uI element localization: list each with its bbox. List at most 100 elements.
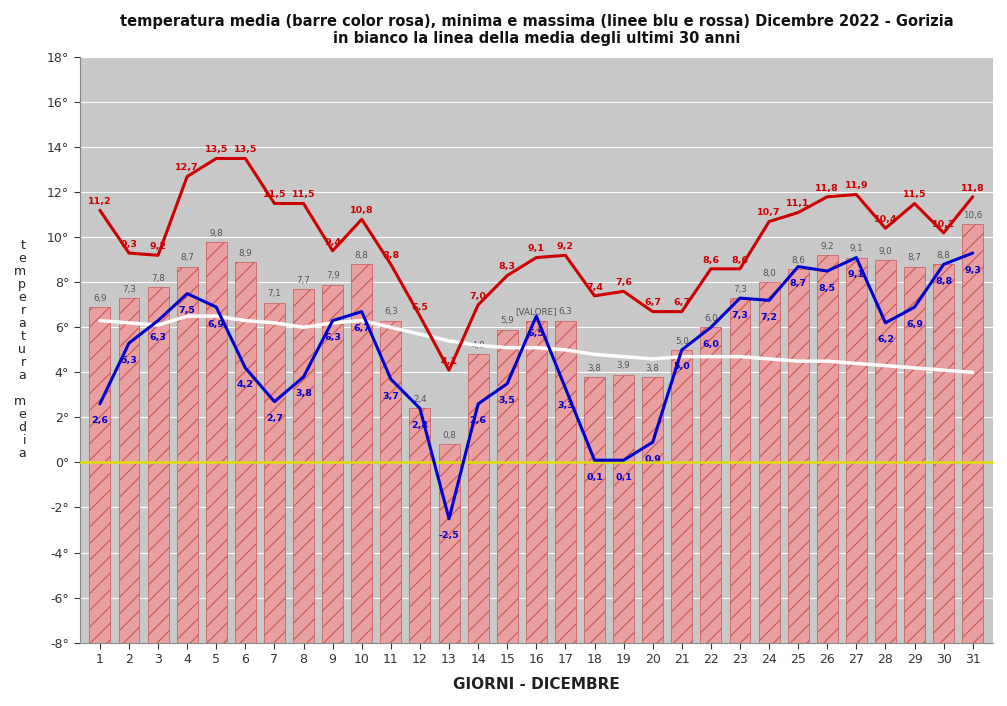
Bar [729,298,750,642]
Text: 6,9: 6,9 [906,320,923,328]
Text: 9,4: 9,4 [324,238,341,246]
Text: 9,2: 9,2 [557,242,574,251]
Text: 3,3: 3,3 [557,401,574,409]
Text: 7,1: 7,1 [268,289,281,299]
Text: 0,1: 0,1 [586,473,603,481]
Bar [410,409,430,642]
Text: 6,5: 6,5 [528,328,545,337]
Text: 2,4: 2,4 [412,421,428,430]
Text: 7,0: 7,0 [469,292,486,301]
Bar [672,350,692,642]
Text: 5,9: 5,9 [500,316,515,325]
Text: 4,1: 4,1 [440,357,457,366]
Text: 8,6: 8,6 [702,256,719,265]
Bar [90,307,111,642]
Text: 9,0: 9,0 [878,246,892,256]
Y-axis label: t
e
m
p
e
r
a
t
u
r
a
 
m
e
d
i
a: t e m p e r a t u r a m e d i a [14,239,26,460]
Text: 8,8: 8,8 [937,251,951,260]
Text: 6,9: 6,9 [207,320,225,328]
Bar [613,375,634,642]
Bar [467,354,488,642]
Text: 7,3: 7,3 [122,285,136,294]
Text: 3,5: 3,5 [498,396,516,405]
Text: 8,8: 8,8 [383,251,400,260]
Bar [555,321,576,642]
Text: 6,3: 6,3 [150,333,166,342]
Text: 7,5: 7,5 [178,306,195,315]
Text: 2,7: 2,7 [266,414,283,423]
Bar [205,242,227,642]
Text: 11,8: 11,8 [816,184,839,193]
Bar [351,264,373,642]
Text: 8,0: 8,0 [762,269,776,278]
Text: 9,1: 9,1 [850,244,863,253]
Text: 8,7: 8,7 [907,253,921,263]
Text: 0,1: 0,1 [615,473,632,481]
Bar [439,445,459,642]
Text: 0,9: 0,9 [644,455,662,464]
Bar [963,224,983,642]
Text: 2,6: 2,6 [469,417,486,426]
Bar [293,289,314,642]
Bar [904,267,925,642]
Bar [235,262,256,642]
Text: 7,4: 7,4 [586,282,603,292]
Text: 5,0: 5,0 [674,362,690,371]
Text: 8,9: 8,9 [239,249,252,258]
Text: 8,8: 8,8 [354,251,369,260]
Text: 11,5: 11,5 [263,191,286,199]
Text: 12,7: 12,7 [175,163,199,172]
Bar [526,321,547,642]
Text: 8,3: 8,3 [498,263,516,271]
Text: 9,3: 9,3 [121,240,137,249]
Text: 3,9: 3,9 [616,361,630,371]
Text: 8,6: 8,6 [731,256,748,265]
Text: 2,6: 2,6 [92,417,109,426]
Bar [496,330,518,642]
Text: 6,7: 6,7 [353,324,371,333]
Text: 10,2: 10,2 [931,220,956,229]
Text: 6,3: 6,3 [559,307,572,316]
Text: 6,5: 6,5 [412,303,428,312]
Bar [119,298,139,642]
Text: 3,8: 3,8 [587,364,601,373]
Bar [264,303,285,642]
Text: 4,2: 4,2 [237,381,254,390]
Text: [VALORE]: [VALORE] [516,307,557,316]
Text: 11,1: 11,1 [786,199,810,208]
Text: 11,5: 11,5 [292,191,315,199]
Text: 5,0: 5,0 [675,337,689,346]
Text: 7,3: 7,3 [731,311,748,320]
Bar [758,282,779,642]
Text: 9,1: 9,1 [528,244,545,253]
Text: 11,2: 11,2 [88,197,112,206]
Text: 11,8: 11,8 [961,184,985,193]
Text: 7,3: 7,3 [733,285,747,294]
Text: 9,2: 9,2 [821,242,834,251]
Text: 6,3: 6,3 [324,333,341,342]
Bar [817,256,838,642]
Text: 7,8: 7,8 [151,274,165,282]
Text: 10,6: 10,6 [963,210,983,220]
Title: temperatura media (barre color rosa), minima e massima (linee blu e rossa) Dicem: temperatura media (barre color rosa), mi… [120,14,953,47]
Text: 7,9: 7,9 [326,271,339,280]
Text: 10,7: 10,7 [757,208,780,217]
Text: 6,0: 6,0 [703,340,719,349]
Bar [787,269,809,642]
Text: 0,8: 0,8 [442,431,456,441]
Text: 7,6: 7,6 [615,278,632,287]
Text: 8,7: 8,7 [789,279,807,288]
Text: 6,7: 6,7 [644,299,662,307]
Text: 6,9: 6,9 [93,294,107,303]
Text: 3,8: 3,8 [295,390,312,398]
Text: 7,2: 7,2 [760,313,777,322]
Text: 7,7: 7,7 [297,276,310,285]
Text: 6,7: 6,7 [674,299,690,307]
Text: 10,4: 10,4 [874,215,897,224]
Bar [148,287,168,642]
Text: 10,8: 10,8 [349,206,374,215]
Text: 8,8: 8,8 [936,277,953,286]
Text: 9,3: 9,3 [965,265,981,275]
Text: 8,6: 8,6 [792,256,805,265]
Text: 6,0: 6,0 [704,314,718,323]
